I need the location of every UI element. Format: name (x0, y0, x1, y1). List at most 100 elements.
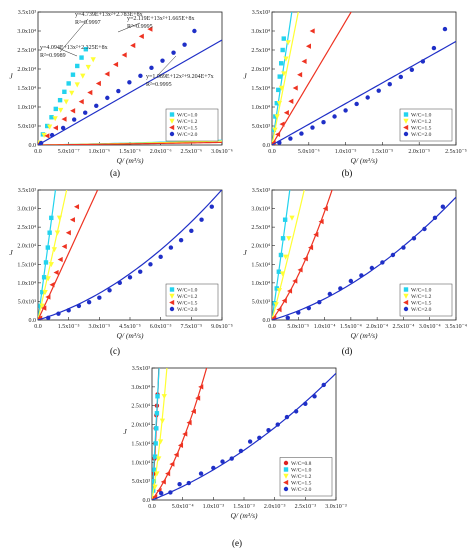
legend-box (165, 283, 219, 317)
data-point (83, 110, 88, 115)
panel-label-d: (d) (342, 346, 353, 356)
data-point (154, 471, 160, 477)
x-tick-label: 9.0x10⁻⁵ (211, 324, 233, 330)
y-tick-label: 2.5x10⁴ (251, 225, 270, 231)
data-point (53, 106, 58, 112)
legend-entry: W/C=1.2 (177, 119, 198, 125)
data-point (70, 108, 76, 114)
data-point (107, 288, 112, 293)
data-point (280, 236, 286, 241)
legend-marker (169, 293, 175, 299)
data-point (127, 80, 132, 85)
equation-pointer (117, 22, 141, 33)
y-tick-label: 2.0x10⁴ (17, 67, 36, 73)
equation-pointer (57, 47, 78, 57)
x-tick-label: 1.5x10⁻⁴ (340, 324, 362, 330)
data-point (275, 422, 280, 427)
data-point (277, 140, 282, 145)
legend: W/C=0.8W/C=1.0W/C=1.2W/C=1.5W/C=2.0 (279, 457, 333, 497)
x-tick-label: 5.0x10⁻⁷ (58, 149, 80, 155)
x-tick-label: 0.0 (34, 149, 42, 155)
data-point (266, 428, 271, 433)
legend-marker (169, 131, 175, 137)
data-point (306, 305, 311, 311)
data-point (422, 226, 427, 232)
data-point (157, 439, 164, 445)
data-point (279, 61, 284, 66)
data-point (169, 461, 175, 467)
legend: W/C=1.0W/C=1.2W/C=1.5W/C=2.0 (165, 108, 219, 142)
data-point (280, 47, 285, 53)
data-point (277, 74, 282, 79)
fit-line (272, 12, 352, 145)
data-point (348, 278, 354, 284)
legend-box (279, 457, 333, 497)
x-tick-label: 1.5x10⁻³ (233, 504, 255, 510)
data-point (390, 252, 396, 258)
legend-marker (169, 118, 175, 124)
y-tick-label: 2.5x10⁴ (251, 48, 270, 54)
data-point (161, 394, 167, 400)
data-point (276, 306, 282, 313)
legend-entry: W/C=1.5 (291, 481, 312, 487)
data-point (354, 101, 359, 107)
legend-entry: W/C=1.5 (177, 126, 198, 132)
x-tick-label: 2.0x10⁻⁶ (150, 149, 172, 155)
x-tick-label: 3.0x10⁻³ (325, 504, 347, 510)
data-point (321, 382, 326, 388)
fit-line (272, 190, 333, 320)
y-tick-label: 5.0x10³ (18, 299, 37, 305)
legend-marker (169, 112, 175, 117)
plot-area (38, 26, 222, 145)
y-tick-label: 3.0x10⁴ (17, 29, 36, 35)
data-point (155, 394, 160, 399)
data-point (281, 71, 287, 77)
panel-c: 0.0 1.5x10⁻⁵ 3.0x10⁻⁵ 4.5x10⁻⁵ 6.0x10⁻⁵ 7.5x1… (9, 188, 233, 340)
plot-frame (271, 189, 457, 321)
data-point (387, 82, 392, 87)
data-point (420, 59, 426, 64)
data-point (317, 299, 322, 305)
x-tick-label: 5.0x10⁻⁶ (298, 149, 320, 155)
series-wc10 (272, 190, 291, 320)
y-axis-label: J (243, 72, 247, 81)
data-point (332, 114, 337, 119)
y-tick-label: 0.0 (29, 318, 37, 324)
data-point (229, 456, 234, 461)
data-point (147, 26, 153, 32)
data-point (278, 252, 284, 258)
legend-marker (403, 118, 409, 124)
x-axis-label: Q/ (m³/s) (350, 156, 378, 165)
data-point (86, 299, 92, 305)
x-tick-label: 1.0x10⁻⁶ (88, 149, 110, 155)
data-point (283, 110, 289, 116)
legend-entry: W/C=2.0 (411, 132, 432, 138)
data-point (80, 73, 86, 79)
data-point (41, 132, 47, 138)
fit-line (272, 190, 291, 320)
data-point (313, 231, 319, 238)
data-point (121, 52, 127, 58)
data-point (95, 80, 101, 87)
series-wc20 (272, 26, 456, 145)
data-point (247, 439, 253, 444)
y-tick-label: 1.5x10⁴ (251, 86, 270, 92)
data-point (74, 82, 80, 88)
legend-marker (403, 293, 409, 299)
data-point (56, 215, 63, 221)
y-tick-label: 1.5x10⁴ (131, 441, 150, 447)
data-point (302, 256, 308, 262)
data-point (73, 204, 80, 210)
data-point (45, 123, 50, 129)
data-point (309, 28, 315, 34)
data-point (343, 108, 348, 113)
data-point (78, 99, 84, 105)
data-point (281, 36, 286, 41)
data-point (49, 215, 54, 221)
data-point (159, 418, 166, 424)
panel-e: 0.0 5.0x10⁻⁴ 1.0x10⁻³ 1.5x10⁻³ 2.0x10⁻³ 2.5x1… (123, 366, 347, 520)
data-point (42, 289, 48, 296)
x-tick-label: 1.0x10⁻⁵ (335, 149, 357, 155)
data-point (57, 97, 63, 103)
plot-area (272, 190, 456, 320)
